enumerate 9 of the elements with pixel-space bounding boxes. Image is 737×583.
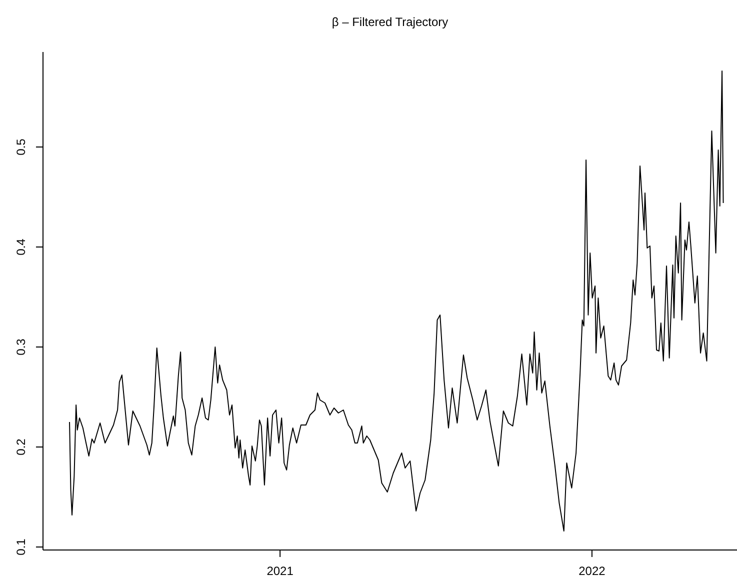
y-tick-label: 0.2: [14, 438, 28, 456]
x-tick-label: 2021: [266, 564, 294, 578]
y-tick-label: 0.5: [14, 138, 28, 156]
x-tick-label: 2022: [578, 564, 606, 578]
y-tick-label: 0.4: [14, 238, 28, 256]
chart-title: β – Filtered Trajectory: [332, 15, 448, 29]
y-tick-label: 0.1: [14, 538, 28, 556]
y-tick-label: 0.3: [14, 338, 28, 356]
line-series: [69, 70, 724, 532]
